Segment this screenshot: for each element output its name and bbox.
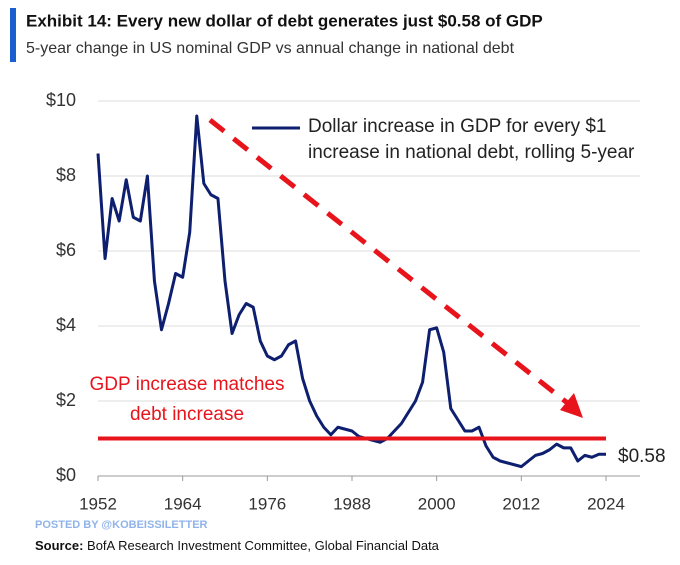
plot [96, 114, 606, 469]
series-line [96, 114, 606, 469]
posted-by: POSTED BY @KOBEISSILETTER [35, 519, 208, 531]
source: Source: BofA Research Investment Committ… [35, 538, 440, 553]
x-tick-label: 2024 [587, 494, 625, 513]
reference-label: GDP increase matches [89, 374, 284, 395]
source-text: BofA Research Investment Committee, Glob… [87, 538, 440, 553]
arrow-head [560, 393, 583, 418]
y-tick-label: $8 [56, 165, 76, 185]
end-label: $0.58 [618, 446, 666, 467]
trend-arrow [208, 118, 572, 407]
chart-title: Exhibit 14: Every new dollar of debt gen… [26, 11, 543, 30]
y-tick-label: $6 [56, 240, 76, 260]
y-tick-label: $2 [56, 390, 76, 410]
x-tick-label: 2000 [418, 494, 456, 513]
x-tick-label: 1964 [164, 494, 202, 513]
x-tick-label: 2012 [502, 494, 540, 513]
legend-label: Dollar increase in GDP for every $1 incr… [308, 116, 635, 163]
x-tick-label: 1952 [79, 494, 117, 513]
x-tick-label: 1988 [333, 494, 371, 513]
y-tick-label: $10 [46, 90, 76, 110]
grid [97, 100, 640, 481]
chart-subtitle: 5-year change in US nominal GDP vs annua… [26, 40, 515, 57]
source-label: Source: [35, 538, 83, 553]
x-tick-label: 1976 [248, 494, 286, 513]
y-tick-label: $0 [56, 465, 76, 485]
reference-label: debt increase [130, 404, 244, 425]
y-tick-label: $4 [56, 315, 76, 335]
accent-bar [10, 8, 16, 62]
